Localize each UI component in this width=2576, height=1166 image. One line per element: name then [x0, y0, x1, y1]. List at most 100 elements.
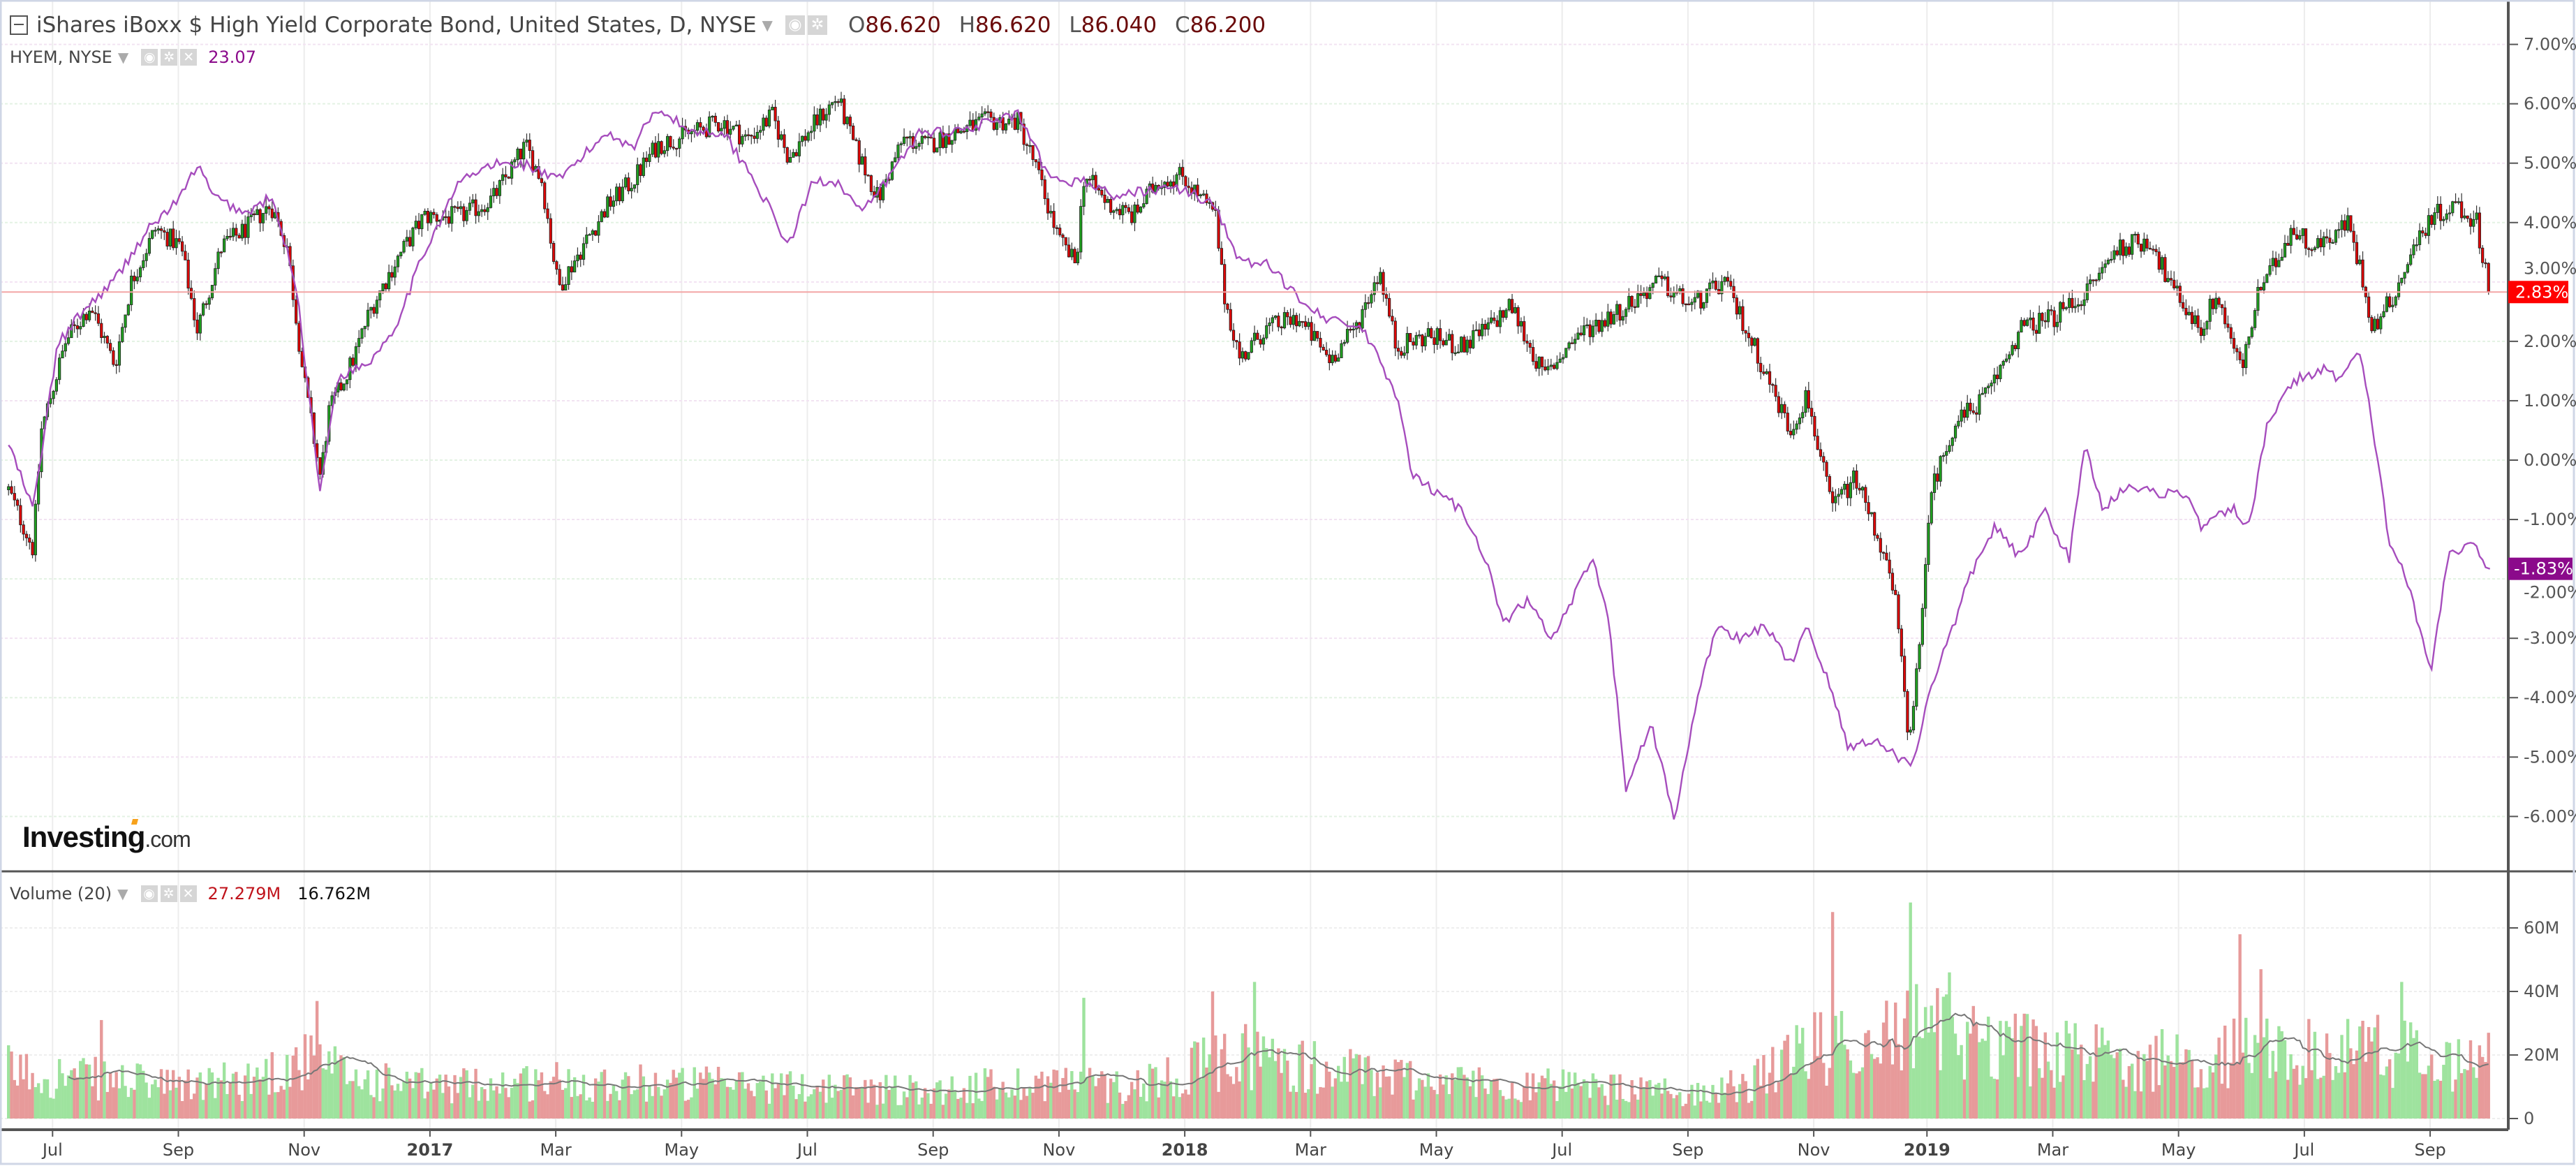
volume-bar — [878, 1082, 882, 1119]
volume-bar — [303, 1034, 307, 1119]
candle — [369, 307, 373, 311]
high-label: H — [958, 13, 975, 38]
volume-bar — [24, 1054, 29, 1119]
candle — [1244, 351, 1248, 360]
volume-bar — [2313, 1031, 2317, 1119]
volume-bar — [2250, 1072, 2253, 1119]
candle — [2244, 344, 2248, 369]
candle — [34, 503, 37, 556]
x-tick-label: Mar — [2037, 1140, 2068, 1160]
volume-bar — [746, 1083, 750, 1119]
gear-icon[interactable]: ✲ — [160, 885, 177, 902]
candle — [785, 147, 789, 163]
candle — [435, 214, 438, 222]
volume-bar — [198, 1072, 202, 1119]
volume-bar — [1537, 1082, 1541, 1119]
volume-bar — [755, 1083, 760, 1119]
candle — [2082, 300, 2086, 307]
volume-bar — [1906, 990, 1909, 1119]
close-icon[interactable]: ✕ — [179, 885, 197, 902]
volume-bar — [1612, 1075, 1616, 1119]
collapse-icon[interactable] — [10, 15, 28, 35]
volume-bar — [597, 1082, 600, 1119]
dropdown-caret-icon[interactable]: ▼ — [117, 49, 129, 66]
volume-bar — [231, 1073, 235, 1119]
volume-bar — [1765, 1093, 1768, 1119]
volume-bar — [2436, 1079, 2440, 1119]
candle — [2127, 246, 2131, 255]
candle — [597, 221, 600, 236]
volume-bar — [1900, 1070, 1904, 1119]
candle — [1666, 276, 1670, 297]
volume-bar — [2226, 1088, 2230, 1119]
eye-icon[interactable]: ◉ — [140, 885, 158, 902]
dropdown-caret-icon[interactable]: ▼ — [117, 885, 128, 902]
candle — [513, 159, 517, 163]
volume-bar — [1387, 1076, 1391, 1119]
candle — [1930, 492, 1933, 524]
candle — [734, 124, 738, 126]
volume-bar — [2073, 1023, 2077, 1119]
candle — [2041, 313, 2044, 321]
volume-bar — [489, 1078, 493, 1119]
volume-tick-label: 60M — [2524, 918, 2559, 938]
volume-bar — [2050, 1070, 2053, 1119]
candle — [1438, 328, 1442, 341]
gear-icon[interactable]: ✲ — [161, 49, 178, 66]
volume-bar — [704, 1066, 709, 1119]
volume-bar — [1421, 1079, 1424, 1119]
candle — [959, 131, 963, 133]
candle — [2022, 320, 2026, 326]
candle — [244, 223, 247, 238]
candle — [387, 272, 391, 290]
volume-bar — [1256, 1031, 1259, 1119]
candle — [1100, 190, 1104, 195]
volume-bar — [2298, 1084, 2302, 1119]
candle — [1909, 730, 1912, 733]
volume-bar — [423, 1098, 427, 1119]
candle — [1642, 292, 1645, 296]
volume-bar — [693, 1067, 696, 1119]
candle — [1881, 552, 1886, 554]
candle — [780, 134, 783, 140]
eye-icon[interactable]: ◉ — [785, 15, 805, 35]
volume-bar — [2391, 1088, 2394, 1119]
volume-bar — [375, 1069, 379, 1119]
candle — [151, 230, 154, 239]
volume-bar — [750, 1091, 753, 1119]
volume-bar — [797, 1094, 801, 1119]
volume-bar — [579, 1094, 582, 1119]
volume-bar — [133, 1089, 136, 1119]
volume-bar — [998, 1088, 1002, 1119]
candle — [1442, 340, 1445, 346]
volume-bar — [1252, 982, 1257, 1119]
volume-bar — [2037, 1068, 2041, 1119]
volume-bar — [1540, 1075, 1544, 1119]
candle — [741, 135, 744, 145]
gear-icon[interactable]: ✲ — [807, 15, 827, 35]
candle — [256, 209, 259, 216]
close-icon[interactable]: ✕ — [180, 49, 198, 66]
volume-bar — [378, 1101, 382, 1119]
candle — [1013, 117, 1016, 130]
candle — [546, 208, 549, 219]
dropdown-caret-icon[interactable]: ▼ — [762, 17, 773, 34]
volume-bar — [1324, 1061, 1328, 1119]
candle — [1178, 167, 1181, 175]
eye-icon[interactable]: ◉ — [141, 49, 158, 66]
volume-bar — [1948, 972, 1951, 1119]
candle — [645, 157, 649, 162]
candle — [1061, 235, 1065, 238]
volume-bar — [1046, 1076, 1050, 1119]
volume-bar — [2202, 1088, 2206, 1119]
candle — [2331, 242, 2334, 244]
volume-bar — [2415, 1030, 2418, 1119]
candle — [2460, 201, 2464, 219]
candle — [2358, 259, 2362, 265]
volume-bar — [1597, 1087, 1601, 1119]
candle — [1247, 352, 1250, 360]
volume-bar — [1109, 1078, 1113, 1119]
volume-bar — [1031, 1093, 1035, 1119]
volume-bar — [662, 1089, 667, 1119]
